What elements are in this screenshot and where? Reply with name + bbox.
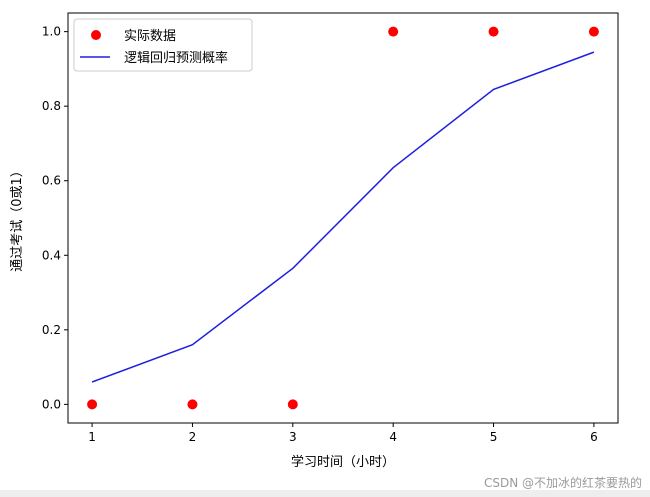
data-point bbox=[87, 399, 98, 410]
bottom-strip bbox=[0, 490, 650, 497]
legend-label-scatter: 实际数据 bbox=[124, 29, 176, 44]
data-point bbox=[488, 26, 499, 37]
y-axis-label: 通过考试（0或1） bbox=[10, 164, 25, 272]
data-point bbox=[588, 26, 599, 37]
x-tick-label: 4 bbox=[389, 430, 397, 444]
prediction-line bbox=[91, 51, 595, 383]
y-tick-label: 1.0 bbox=[42, 25, 61, 39]
y-tick-label: 0.8 bbox=[42, 99, 61, 113]
watermark: CSDN @不加冰的红茶要热的 bbox=[483, 476, 642, 490]
data-point bbox=[187, 399, 198, 410]
y-tick-label: 0.4 bbox=[42, 248, 61, 262]
chart-marks bbox=[87, 26, 599, 410]
legend-box bbox=[73, 18, 253, 72]
x-axis-label: 学习时间（小时） bbox=[291, 454, 395, 470]
legend: 实际数据 逻辑回归预测概率 bbox=[73, 18, 253, 72]
y-tick-label: 0.6 bbox=[42, 174, 61, 188]
x-tick-label: 2 bbox=[189, 430, 197, 444]
legend-scatter-marker bbox=[91, 30, 101, 40]
y-tick-label: 0.2 bbox=[42, 323, 61, 337]
plot-frame bbox=[67, 12, 619, 424]
x-tick-label: 6 bbox=[590, 430, 598, 444]
x-tick-label: 5 bbox=[490, 430, 498, 444]
x-tick-label: 1 bbox=[88, 430, 96, 444]
axis-ticks: 1 2 3 4 5 6 0.0 0.2 0.4 0.6 0.8 1.0 bbox=[42, 25, 598, 444]
data-point bbox=[287, 399, 298, 410]
x-tick-label: 3 bbox=[289, 430, 297, 444]
y-tick-label: 0.0 bbox=[42, 397, 61, 411]
data-point bbox=[388, 26, 399, 37]
legend-label-line: 逻辑回归预测概率 bbox=[124, 50, 228, 66]
